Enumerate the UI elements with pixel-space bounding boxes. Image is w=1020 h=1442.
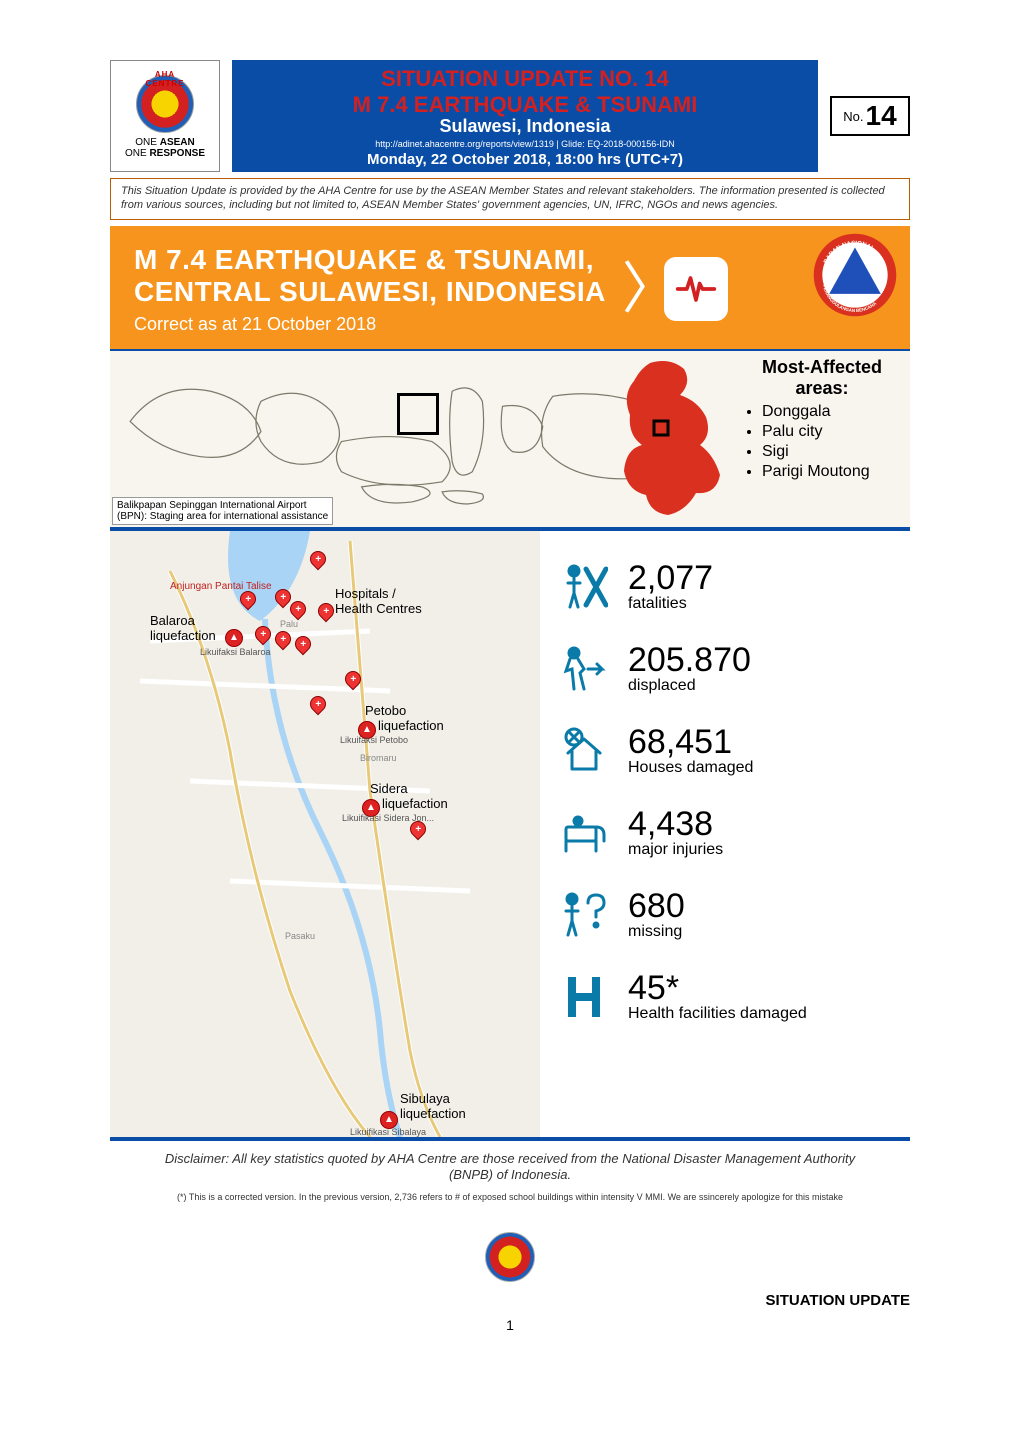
label-sibulaya: Sibulaya — [400, 1091, 450, 1106]
stat-label: fatalities — [628, 595, 713, 613]
banner-line2: CENTRAL SULAWESI, INDONESIA — [134, 276, 606, 308]
no-value: 14 — [866, 100, 897, 132]
stat-value: 68,451 — [628, 725, 753, 759]
missing-icon — [558, 889, 610, 941]
area-item: Donggala — [762, 403, 902, 421]
affected-hdr2: areas: — [742, 378, 902, 399]
stat-label: Houses damaged — [628, 759, 753, 777]
bottom-disclaimer: Disclaimer: All key statistics quoted by… — [150, 1151, 870, 1185]
label-petobo-small: Likuifaksi Petobo — [340, 735, 408, 745]
label-sibulaya-small: Likuifikasi Sibalaya — [350, 1127, 426, 1137]
top-disclaimer: This Situation Update is provided by the… — [110, 178, 910, 220]
stat-displaced: 205.870 displaced — [558, 643, 892, 695]
label-balaroa-small: Likuifaksi Balaroa — [200, 647, 271, 657]
indonesia-map: Balikpapan Sepinggan International Airpo… — [110, 351, 734, 527]
stat-injuries: 4,438 major injuries — [558, 807, 892, 859]
pulse-icon — [664, 257, 728, 321]
no-prefix: No. — [843, 109, 863, 124]
title-line3: Sulawesi, Indonesia — [240, 116, 810, 137]
stat-value: 2,077 — [628, 561, 713, 595]
sulawesi-red-icon — [610, 355, 730, 515]
aha-logo-block: AHA CENTRE ONE ASEAN ONE RESPONSE — [110, 60, 220, 172]
label-sibulaya-liq: liquefaction — [400, 1106, 466, 1121]
label-petobo-liq: liquefaction — [378, 718, 444, 733]
stat-value: 4,438 — [628, 807, 723, 841]
footer-situation-update: SITUATION UPDATE — [110, 1292, 910, 1309]
stat-houses: 68,451 Houses damaged — [558, 725, 892, 777]
stat-text: 68,451 Houses damaged — [628, 725, 753, 777]
stat-fatalities: 2,077 fatalities — [558, 561, 892, 613]
health-facilities-icon — [558, 971, 610, 1023]
palu-city-map: ▲ ▲ ▲ ▲ Anjungan Pantai Talise Balaroa l… — [110, 531, 540, 1137]
banner-text: M 7.4 EARTHQUAKE & TSUNAMI, CENTRAL SULA… — [134, 244, 606, 335]
airport-label: Balikpapan Sepinggan International Airpo… — [112, 497, 333, 525]
fatalities-icon — [558, 561, 610, 613]
focus-box — [397, 393, 439, 435]
logo-caption-1: ONE ASEAN — [135, 137, 194, 148]
overview-map-row: Balikpapan Sepinggan International Airpo… — [110, 349, 910, 527]
label-balaroa-liq: liquefaction — [150, 628, 216, 643]
title-block: SITUATION UPDATE NO. 14 M 7.4 EARTHQUAKE… — [232, 60, 818, 172]
stat-text: 680 missing — [628, 889, 685, 941]
title-link-line: http://adinet.ahacentre.org/reports/view… — [240, 139, 810, 149]
stat-text: 4,438 major injuries — [628, 807, 723, 859]
orange-banner: M 7.4 EARTHQUAKE & TSUNAMI, CENTRAL SULA… — [110, 226, 910, 349]
label-health-centres: Health Centres — [335, 601, 422, 616]
stat-value: 45* — [628, 971, 807, 1005]
label-sidera: Sidera — [370, 781, 408, 796]
area-item: Sigi — [762, 443, 902, 461]
stat-text: 2,077 fatalities — [628, 561, 713, 613]
displaced-icon — [558, 643, 610, 695]
label-hospitals: Hospitals / — [335, 586, 396, 601]
label-pasaku: Pasaku — [285, 931, 315, 941]
header-row: AHA CENTRE ONE ASEAN ONE RESPONSE SITUAT… — [110, 60, 910, 172]
logo-caption-2: ONE RESPONSE — [125, 148, 205, 159]
stat-value: 680 — [628, 889, 685, 923]
title-line2: M 7.4 EARTHQUAKE & TSUNAMI — [240, 92, 810, 118]
stat-label: missing — [628, 923, 685, 941]
stat-label: major injuries — [628, 841, 723, 859]
footer: SITUATION UPDATE 1 — [110, 1232, 910, 1333]
chevron-icon — [622, 259, 642, 319]
stat-missing: 680 missing — [558, 889, 892, 941]
stats-column: 2,077 fatalities 205.870 displaced — [540, 531, 910, 1137]
stat-text: 45* Health facilities damaged — [628, 971, 807, 1023]
logo-caption: ONE ASEAN ONE RESPONSE — [125, 137, 205, 159]
title-date-line: Monday, 22 October 2018, 18:00 hrs (UTC+… — [240, 151, 810, 168]
label-balaroa: Balaroa — [150, 613, 195, 628]
affected-areas-box: Most-Affected areas: Donggala Palu city … — [734, 351, 910, 527]
label-anjungan: Anjungan Pantai Talise — [170, 581, 272, 592]
houses-damaged-icon — [558, 725, 610, 777]
aha-centre-logo-icon: AHA CENTRE — [136, 75, 194, 133]
airport-label-2: (BPN): Staging area for international as… — [117, 511, 328, 522]
injuries-icon — [558, 807, 610, 859]
affected-hdr1: Most-Affected — [742, 357, 902, 378]
correction-note: (*) This is a corrected version. In the … — [110, 1192, 910, 1202]
label-petobo: Petobo — [365, 703, 406, 718]
stat-health-facilities: 45* Health facilities damaged — [558, 971, 892, 1023]
detail-row: ▲ ▲ ▲ ▲ Anjungan Pantai Talise Balaroa l… — [110, 527, 910, 1141]
stat-text: 205.870 displaced — [628, 643, 751, 695]
label-sidera-small: Likuifikasi Sidera Jon... — [342, 813, 434, 823]
affected-areas-list: Donggala Palu city Sigi Parigi Moutong — [742, 403, 902, 481]
stat-value: 205.870 — [628, 643, 751, 677]
footer-aha-logo-icon — [485, 1232, 535, 1282]
liquefaction-icon: ▲ — [225, 629, 243, 647]
airport-label-1: Balikpapan Sepinggan International Airpo… — [117, 500, 328, 511]
bnpb-logo-icon: BADAN NASIONAL PENANGGULANGAN BENCANA — [812, 232, 898, 318]
label-sidera-liq: liquefaction — [382, 796, 448, 811]
stat-label: Health facilities damaged — [628, 1005, 807, 1023]
banner-sub: Correct as at 21 October 2018 — [134, 314, 606, 335]
area-item: Palu city — [762, 423, 902, 441]
area-item: Parigi Moutong — [762, 463, 902, 481]
label-palu: Palu — [280, 619, 298, 629]
label-biromaru: Biromaru — [360, 753, 397, 763]
page-number: 1 — [110, 1317, 910, 1333]
title-line1: SITUATION UPDATE NO. 14 — [240, 66, 810, 92]
update-number-box: No. 14 — [830, 96, 910, 136]
aha-logo-arc-text: AHA CENTRE — [139, 70, 191, 88]
banner-line1: M 7.4 EARTHQUAKE & TSUNAMI, — [134, 244, 606, 276]
stat-label: displaced — [628, 677, 751, 695]
